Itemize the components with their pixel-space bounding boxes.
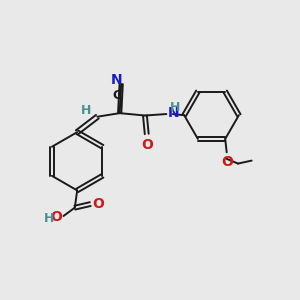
Text: H: H — [169, 101, 180, 114]
Text: O: O — [50, 210, 62, 224]
Text: H: H — [81, 104, 91, 117]
Text: O: O — [92, 196, 104, 211]
Text: O: O — [141, 138, 153, 152]
Text: N: N — [167, 106, 179, 120]
Text: O: O — [221, 155, 233, 169]
Text: H: H — [44, 212, 55, 225]
Text: C: C — [112, 89, 122, 102]
Text: N: N — [111, 74, 123, 88]
